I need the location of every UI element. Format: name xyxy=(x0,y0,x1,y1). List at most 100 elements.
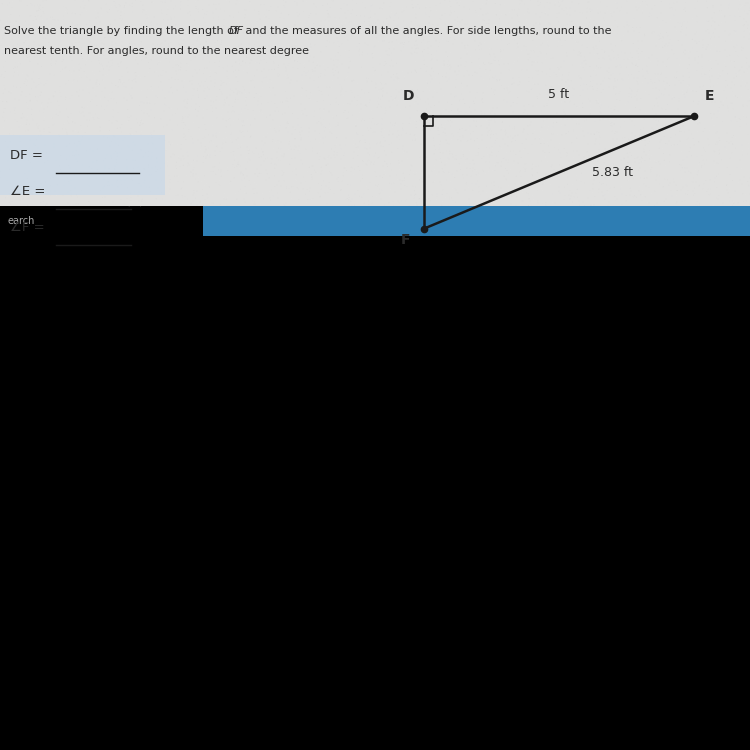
Point xyxy=(652,115,664,127)
Point xyxy=(359,107,371,119)
Point xyxy=(181,170,193,182)
Point xyxy=(106,174,118,186)
Point xyxy=(537,184,549,196)
Point xyxy=(283,38,295,50)
Point xyxy=(490,9,502,21)
Point xyxy=(21,172,33,184)
Point xyxy=(17,75,29,87)
Point xyxy=(200,10,212,22)
Point xyxy=(597,83,609,95)
Point xyxy=(391,166,403,178)
Point xyxy=(0,93,8,105)
Point xyxy=(301,196,313,208)
Point xyxy=(132,184,144,196)
Point xyxy=(716,86,728,98)
Point xyxy=(232,142,244,154)
Point xyxy=(46,112,58,124)
Point xyxy=(419,38,431,50)
Point xyxy=(148,41,160,53)
Point xyxy=(460,176,472,188)
Point xyxy=(482,165,494,177)
Point xyxy=(550,0,562,8)
Point xyxy=(660,193,672,205)
Point xyxy=(693,158,705,170)
Point xyxy=(343,61,355,73)
Point xyxy=(457,81,469,93)
Point xyxy=(257,193,269,205)
Point xyxy=(6,2,18,14)
Point xyxy=(470,7,482,19)
Point xyxy=(516,182,528,194)
Point xyxy=(18,76,30,88)
Point xyxy=(524,195,536,207)
Point xyxy=(155,38,167,50)
Point xyxy=(636,155,648,167)
Point xyxy=(5,87,17,99)
Point xyxy=(651,74,663,86)
Point xyxy=(97,191,109,203)
Point xyxy=(99,32,111,44)
Point xyxy=(332,38,344,50)
Point xyxy=(209,26,221,38)
Point xyxy=(594,114,606,126)
Point xyxy=(281,95,293,107)
Point xyxy=(610,88,622,101)
Point xyxy=(173,38,185,50)
Point xyxy=(124,26,136,38)
Point xyxy=(590,134,602,146)
Point xyxy=(729,62,741,74)
Point xyxy=(80,31,92,43)
Point xyxy=(370,32,382,44)
Point xyxy=(100,60,112,72)
Point xyxy=(296,82,308,94)
Point xyxy=(559,190,571,202)
Point xyxy=(696,149,708,161)
Point xyxy=(70,153,82,165)
Point xyxy=(693,95,705,107)
Point xyxy=(495,27,507,39)
Point xyxy=(481,99,493,111)
Point xyxy=(224,76,236,88)
Point xyxy=(498,0,510,10)
Point xyxy=(226,85,238,97)
Point xyxy=(130,3,142,15)
Point xyxy=(462,39,474,51)
Point xyxy=(206,188,218,200)
Point xyxy=(317,23,329,35)
Point xyxy=(83,166,95,178)
Point xyxy=(78,64,90,76)
Point xyxy=(581,94,593,106)
Point xyxy=(38,5,50,17)
Point xyxy=(177,45,189,57)
Point xyxy=(64,6,76,18)
Point xyxy=(278,154,290,166)
Point xyxy=(742,8,750,20)
Point xyxy=(556,161,568,173)
Point xyxy=(359,99,371,111)
Point xyxy=(215,68,227,80)
Point xyxy=(690,104,702,116)
Point xyxy=(331,110,343,122)
Point xyxy=(160,35,172,47)
Point xyxy=(86,69,98,81)
Point xyxy=(442,50,454,62)
Point xyxy=(451,0,463,9)
Point xyxy=(512,55,524,67)
Point xyxy=(545,128,557,140)
Point xyxy=(206,46,218,58)
Point xyxy=(346,94,358,106)
Point xyxy=(390,8,402,20)
Point xyxy=(58,58,70,70)
Point xyxy=(436,196,448,208)
Point xyxy=(566,28,578,40)
Point xyxy=(341,70,353,82)
Point xyxy=(374,75,386,87)
Point xyxy=(668,0,680,9)
Point xyxy=(393,94,405,106)
Point xyxy=(0,59,10,71)
Point xyxy=(649,0,661,11)
Point xyxy=(259,89,271,101)
Point xyxy=(507,97,519,109)
Point xyxy=(26,109,38,121)
Point xyxy=(452,26,464,38)
